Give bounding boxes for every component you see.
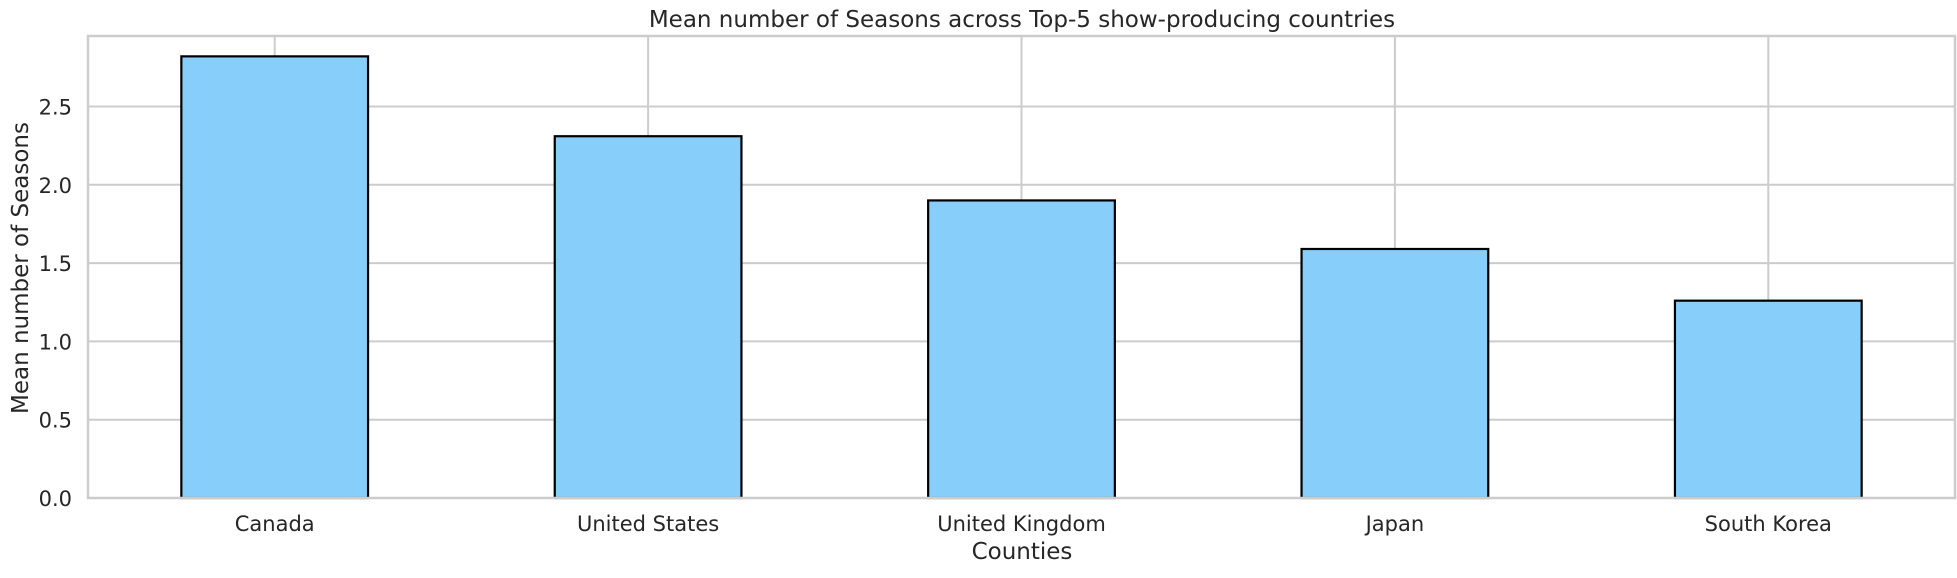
plot-frame <box>86 34 1957 500</box>
chart-title: Mean number of Seasons across Top-5 show… <box>649 7 1395 33</box>
axes-layer <box>86 34 1957 500</box>
bar-south-korea <box>1673 299 1863 500</box>
y-tick-label: 2.5 <box>39 95 72 119</box>
x-tick-label: South Korea <box>1705 512 1832 536</box>
bar-japan <box>1300 247 1490 500</box>
y-tick-label: 0.0 <box>39 487 72 511</box>
x-tick-label: United Kingdom <box>937 512 1106 536</box>
bar-united-kingdom <box>927 199 1116 500</box>
bar-united-states <box>553 135 743 500</box>
y-tick-label: 1.0 <box>39 330 72 354</box>
y-axis-label: Mean number of Seasons <box>8 122 34 414</box>
x-tick-label: Japan <box>1364 512 1425 536</box>
y-tick-label: 0.5 <box>39 409 72 433</box>
x-tick-label: United States <box>577 512 719 536</box>
bar-canada <box>180 55 370 500</box>
y-tick-label: 2.0 <box>39 174 72 198</box>
y-tick-label: 1.5 <box>39 252 72 276</box>
tick-labels: 0.0 0.5 1.0 1.5 2.0 2.5 Canada United States Uni… <box>39 95 1832 536</box>
x-tick-label: Canada <box>235 512 315 536</box>
x-axis-label: Counties <box>972 539 1073 565</box>
